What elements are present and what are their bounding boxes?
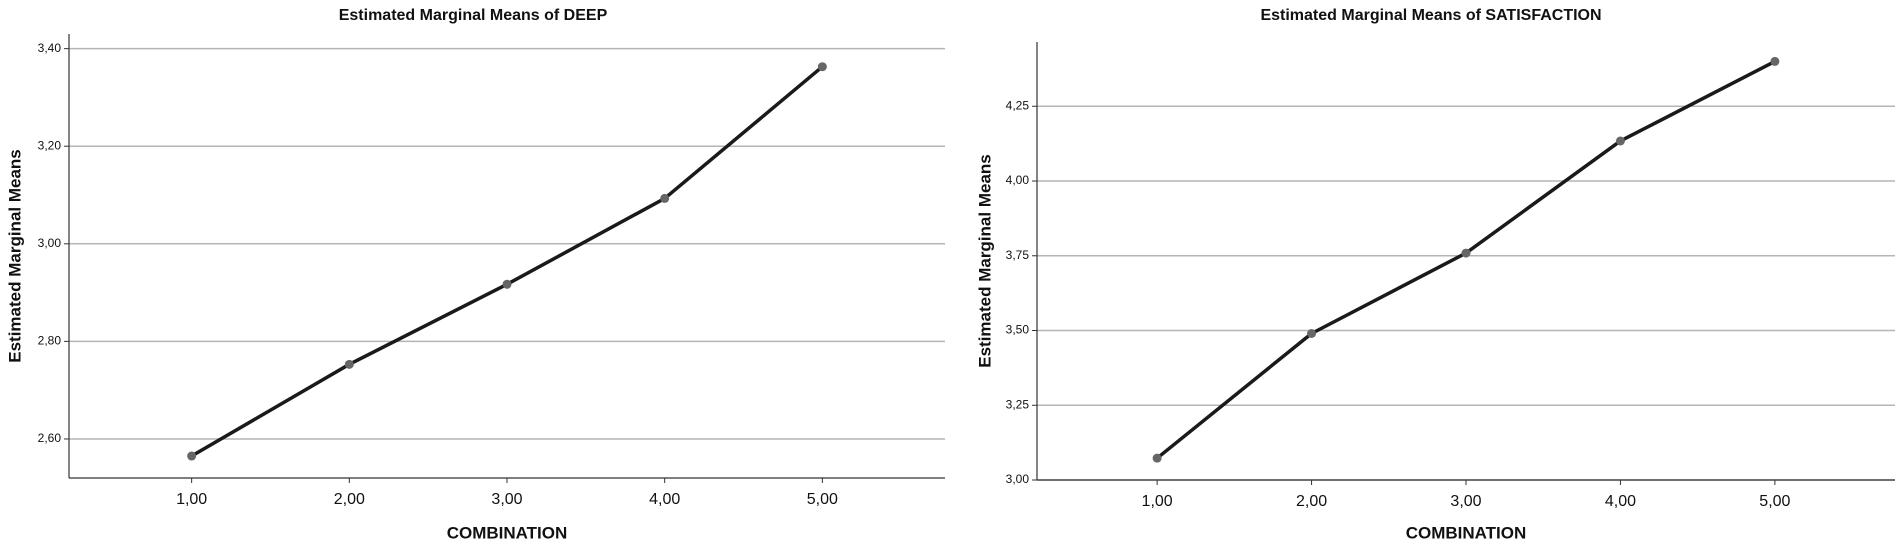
x-axis-label: COMBINATION bbox=[1406, 523, 1527, 542]
y-tick-label: 3,50 bbox=[1006, 323, 1030, 337]
data-point bbox=[1307, 329, 1317, 339]
data-point bbox=[502, 279, 512, 289]
x-tick-label: 2,00 bbox=[1296, 493, 1327, 510]
chart-title: Estimated Marginal Means of DEEP bbox=[339, 7, 608, 24]
y-tick-label: 3,20 bbox=[38, 138, 62, 152]
y-tick-label: 3,00 bbox=[38, 236, 62, 250]
x-tick-label: 1,00 bbox=[1142, 493, 1173, 510]
x-tick-label: 4,00 bbox=[1605, 493, 1636, 510]
x-axis-label: COMBINATION bbox=[447, 523, 568, 542]
x-tick-label: 5,00 bbox=[807, 491, 838, 508]
data-point bbox=[660, 193, 670, 203]
y-tick-label: 4,00 bbox=[1006, 173, 1030, 187]
x-tick-label: 1,00 bbox=[176, 491, 207, 508]
data-point bbox=[187, 451, 197, 461]
x-tick-label: 2,00 bbox=[334, 491, 365, 508]
y-tick-label: 2,80 bbox=[38, 334, 62, 348]
data-point bbox=[1770, 56, 1780, 66]
chart: Estimated Marginal Means of DEEP Estimate… bbox=[5, 7, 945, 542]
chart-title: Estimated Marginal Means of SATISFACTION bbox=[1260, 7, 1601, 24]
data-point bbox=[1152, 453, 1162, 463]
y-tick-label: 3,40 bbox=[38, 41, 62, 55]
y-tick-label: 4,25 bbox=[1006, 98, 1030, 112]
x-tick-label: 3,00 bbox=[1450, 493, 1481, 510]
data-line bbox=[1156, 59, 1776, 460]
y-tick-label: 2,60 bbox=[38, 431, 62, 445]
data-point bbox=[817, 62, 827, 72]
x-tick-label: 3,00 bbox=[491, 491, 522, 508]
data-line bbox=[190, 65, 824, 458]
y-tick-label: 3,75 bbox=[1006, 248, 1030, 262]
y-axis-label: Estimated Marginal Means bbox=[975, 154, 994, 368]
y-tick-label: 3,00 bbox=[1006, 472, 1030, 486]
chart: Estimated Marginal Means of SATISFACTION… bbox=[975, 7, 1895, 542]
x-tick-label: 5,00 bbox=[1759, 493, 1790, 510]
data-point bbox=[1615, 136, 1625, 146]
data-point bbox=[344, 359, 354, 369]
data-point bbox=[1461, 248, 1471, 258]
y-axis-label: Estimated Marginal Means bbox=[5, 149, 24, 363]
y-tick-label: 3,25 bbox=[1006, 397, 1030, 411]
x-tick-label: 4,00 bbox=[649, 491, 680, 508]
